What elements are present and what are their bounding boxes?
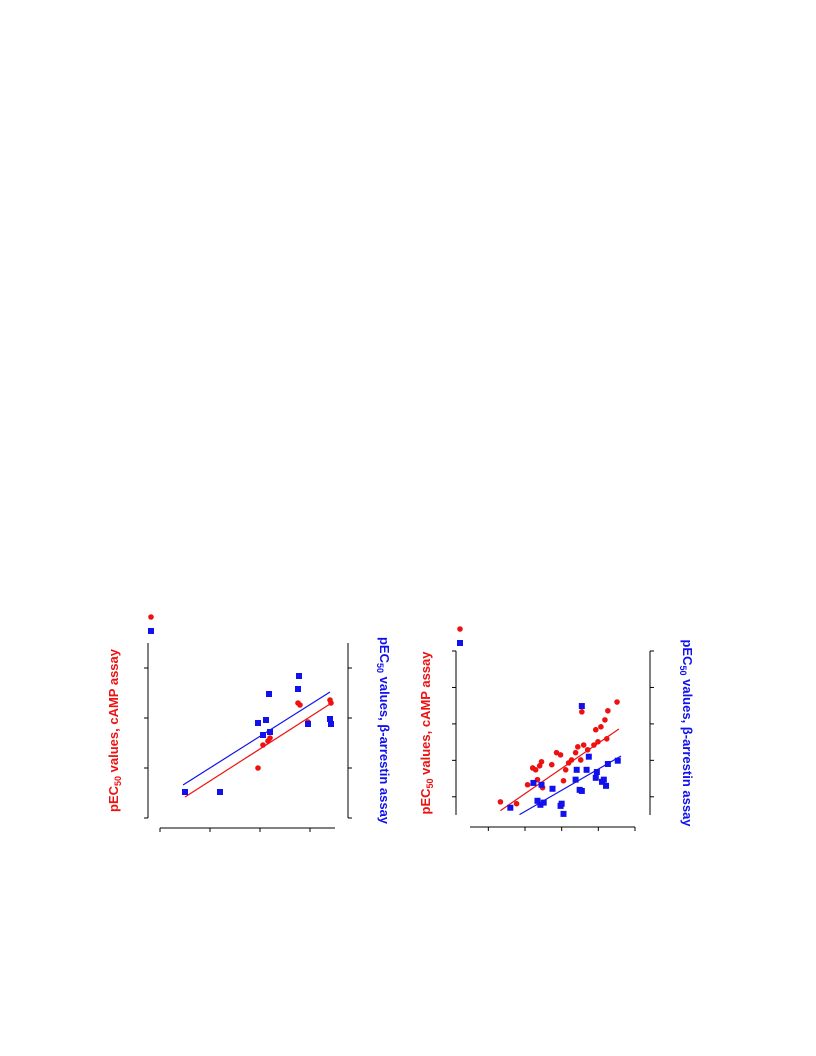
fit-line [500,728,620,812]
y2-axis-title: pEC50 values, β-arrestin assay [375,637,392,825]
point [591,742,597,748]
point [548,761,555,768]
point [305,721,311,727]
point [578,787,585,794]
point [295,686,301,692]
point [573,766,580,773]
point [549,785,556,792]
point [572,749,579,756]
point [524,781,531,788]
point [572,776,579,783]
point [255,765,261,771]
point [260,742,266,748]
legend-marker [148,628,154,634]
point [560,810,567,817]
point [577,757,584,763]
point [267,735,273,741]
point [585,753,592,760]
point [260,732,266,738]
y2-axis-title: pEC50 values, β-arrestin assay [678,639,695,827]
point [217,789,223,795]
point [575,744,581,750]
point [532,767,539,773]
point [255,720,261,726]
y2-axis-title-sub: 50 [375,663,385,673]
point [568,757,575,763]
y-axis-title-part: pEC [418,788,433,815]
point [296,673,302,679]
y2-axis-title-part: values, β-arrestin assay [680,675,695,827]
y2-axis-title-part: pEC [377,637,392,664]
point [560,777,567,784]
point [328,700,334,706]
y-axis-title-part: values, cAMP assay [418,651,433,779]
point [182,789,188,795]
point [598,724,604,730]
point [266,691,272,697]
point [267,729,273,735]
fit-line [184,703,331,798]
y-axis-title-part: pEC [106,785,121,812]
point [513,800,520,807]
y-axis-title-part: values, cAMP assay [106,648,121,776]
y-axis-title-sub: 50 [425,778,435,788]
point [538,781,545,788]
point [578,703,585,710]
point [583,766,590,773]
point [534,797,541,804]
point [562,767,569,773]
point [558,800,565,807]
point [538,758,545,765]
legend-marker [457,640,463,646]
y2-axis-title-part: pEC [680,639,695,666]
point [579,709,585,715]
fit-line [182,691,331,786]
point [584,746,591,753]
y2-axis-title-sub: 50 [678,665,688,675]
point [297,702,303,708]
point [602,717,608,723]
point [605,707,611,714]
y-axis-title-sub: 50 [113,776,123,786]
y-axis-title: pEC50 values, cAMP assay [418,651,435,815]
point [614,757,621,764]
fit-line [519,755,622,816]
point [580,742,587,748]
point [507,804,514,811]
point [327,716,333,722]
point [603,782,610,789]
point [497,799,504,805]
point [600,776,607,783]
point [593,768,600,775]
point [540,799,547,806]
point [530,779,537,786]
point [537,801,544,808]
point [328,721,334,727]
y2-axis-title-part: values, β-arrestin assay [377,673,392,825]
point [614,699,620,705]
legend-marker [457,626,463,632]
legend-marker [148,614,154,620]
point [592,726,599,733]
point [603,736,610,742]
point [592,774,599,781]
point [263,717,269,723]
point [604,760,611,767]
point [557,752,564,758]
y-axis-title: pEC50 values, cAMP assay [106,648,123,812]
point [595,738,601,745]
